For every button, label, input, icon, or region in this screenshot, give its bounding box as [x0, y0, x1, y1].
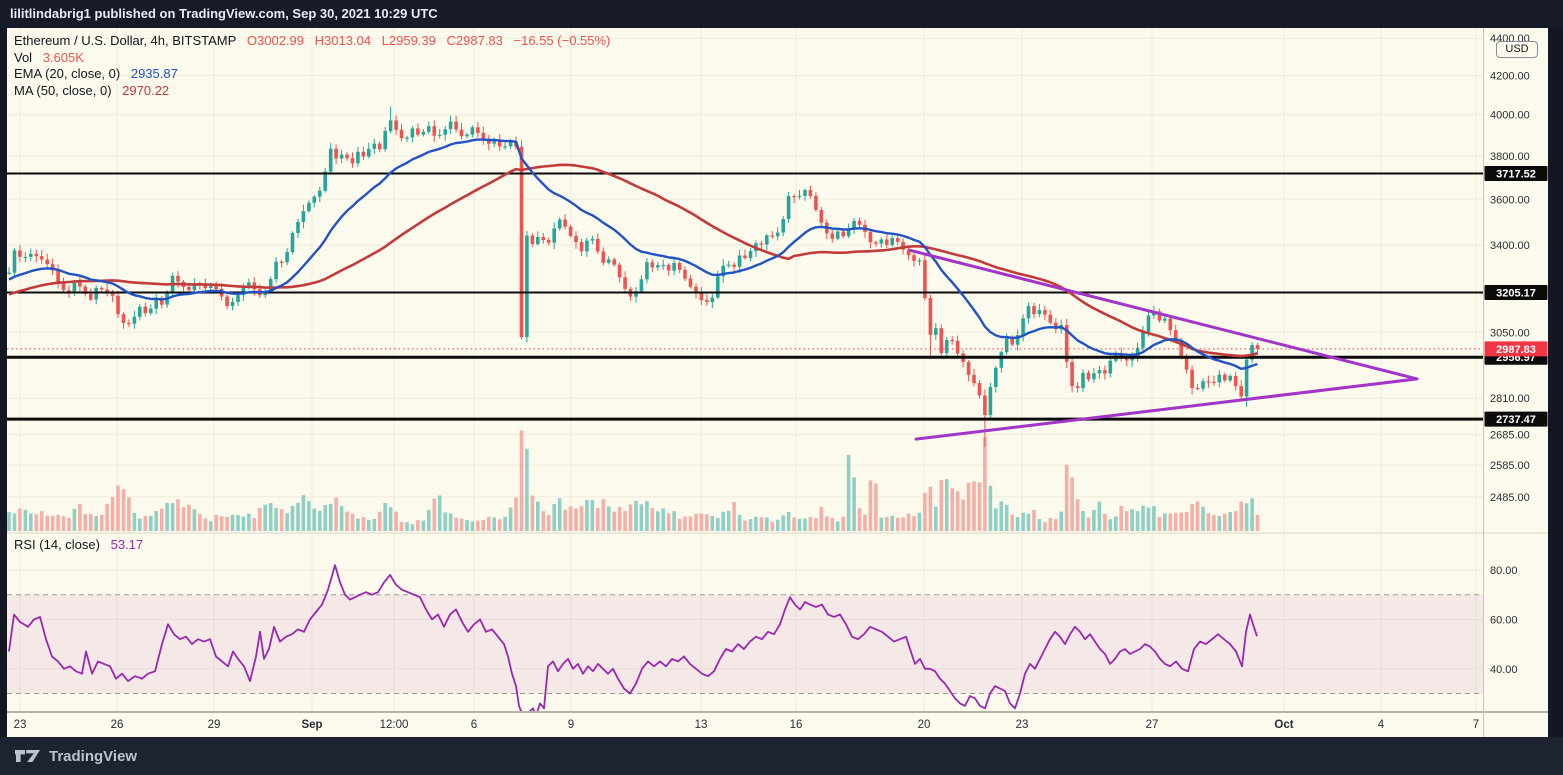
time-tick-label: 9	[568, 719, 574, 731]
time-tick-label: 20	[918, 719, 931, 731]
trendline-lower[interactable]	[914, 377, 1419, 441]
ohlc-change: −16.55 (−0.55%)	[513, 33, 611, 48]
last-price-tag	[1484, 341, 1548, 357]
ema-label[interactable]: EMA (20, close, 0)	[14, 66, 121, 81]
horizontal-lines[interactable]	[7, 172, 1483, 421]
ohlc-low: L2959.39	[381, 33, 436, 48]
candles-layer	[7, 106, 1260, 447]
ema-line[interactable]	[8, 138, 1258, 370]
price-level-tag	[1484, 411, 1548, 427]
footer-brand[interactable]: TradingView	[49, 747, 138, 765]
footer-bar: TradingView	[0, 737, 1563, 775]
last-price-tag-text: 2987.83	[1496, 344, 1536, 356]
ohlc-row: Ethereum / U.S. Dollar, 4h, BITSTAMP O30…	[14, 33, 610, 50]
rsi-tick-label: 60.00	[1490, 614, 1518, 626]
symbol-title[interactable]: Ethereum / U.S. Dollar, 4h, BITSTAMP	[14, 33, 237, 48]
trendline-upper[interactable]	[908, 248, 1419, 381]
time-tick-label: 4	[1378, 719, 1385, 731]
rsi-line[interactable]	[8, 564, 1258, 716]
price-tick-label: 4000.00	[1490, 110, 1530, 122]
time-tick-label: 29	[208, 719, 221, 731]
ema-value: 2935.87	[130, 66, 178, 81]
volume-value: 3.605K	[42, 49, 84, 65]
price-tick-label: 3050.00	[1490, 327, 1530, 339]
price-tick-label: 4200.00	[1490, 71, 1530, 83]
price-level-tag-text: 2737.47	[1496, 414, 1536, 426]
price-tick-label: 2810.00	[1490, 393, 1530, 405]
rsi-value: 53.17	[110, 537, 144, 552]
time-tick-label: 23	[1016, 719, 1029, 731]
currency-unit-badge[interactable]: USD	[1496, 41, 1538, 58]
price-tick-label: 3800.00	[1490, 151, 1530, 163]
time-tick-label: 12:00	[380, 719, 409, 731]
rsi-tick-label: 80.00	[1490, 565, 1518, 577]
ma-row: MA (50, close, 0) 2970.22	[14, 83, 610, 100]
symbol-legend: Ethereum / U.S. Dollar, 4h, BITSTAMP O30…	[14, 33, 610, 99]
time-tick-label: 7	[1473, 719, 1479, 731]
gridlines	[7, 28, 1483, 712]
price-level-tag-text: 3205.17	[1496, 287, 1536, 299]
ma-line[interactable]	[8, 163, 1258, 358]
ohlc-high: H3013.04	[314, 33, 372, 48]
time-tick-label: Sep	[301, 719, 322, 731]
time-tick-label: 13	[695, 719, 708, 731]
price-level-tag	[1484, 285, 1548, 300]
publish-text: lilitlindabrig1 published on TradingView…	[10, 6, 438, 21]
time-tick-label: Oct	[1274, 719, 1293, 731]
volume-label[interactable]: Vol	[14, 49, 33, 65]
rsi-tick-label: 40.00	[1490, 664, 1518, 676]
price-level-tag-text: 3717.52	[1496, 168, 1536, 180]
chart-panel-background	[7, 28, 1548, 737]
rsi-band	[7, 594, 1483, 694]
ma-value: 2970.22	[122, 82, 170, 98]
ma-label[interactable]: MA (50, close, 0)	[14, 82, 112, 98]
price-tick-label: 2485.00	[1490, 492, 1530, 504]
time-tick-label: 27	[1146, 719, 1159, 731]
volume-layer	[7, 430, 1260, 531]
price-tick-label: 3600.00	[1490, 194, 1530, 206]
tradingview-logo-icon[interactable]	[14, 747, 41, 765]
volume-row: Vol 3.605K	[14, 50, 610, 67]
rsi-label[interactable]: RSI (14, close)	[14, 537, 100, 552]
time-tick-label: 23	[14, 719, 27, 731]
ohlc-close: C2987.83	[446, 33, 503, 48]
ema-row: EMA (20, close, 0) 2935.87	[14, 66, 610, 83]
price-tick-label: 2585.00	[1490, 460, 1530, 472]
time-tick-label: 6	[471, 719, 477, 731]
price-tick-label: 3400.00	[1490, 240, 1530, 252]
time-tick-label: 16	[790, 719, 803, 731]
rsi-legend: RSI (14, close) 53.17	[14, 537, 143, 552]
price-level-tag	[1484, 166, 1548, 181]
time-tick-label: 26	[111, 719, 124, 731]
publish-bar: lilitlindabrig1 published on TradingView…	[0, 0, 1563, 28]
ohlc-open: O3002.99	[246, 33, 305, 48]
price-tick-label: 2685.00	[1490, 430, 1530, 442]
